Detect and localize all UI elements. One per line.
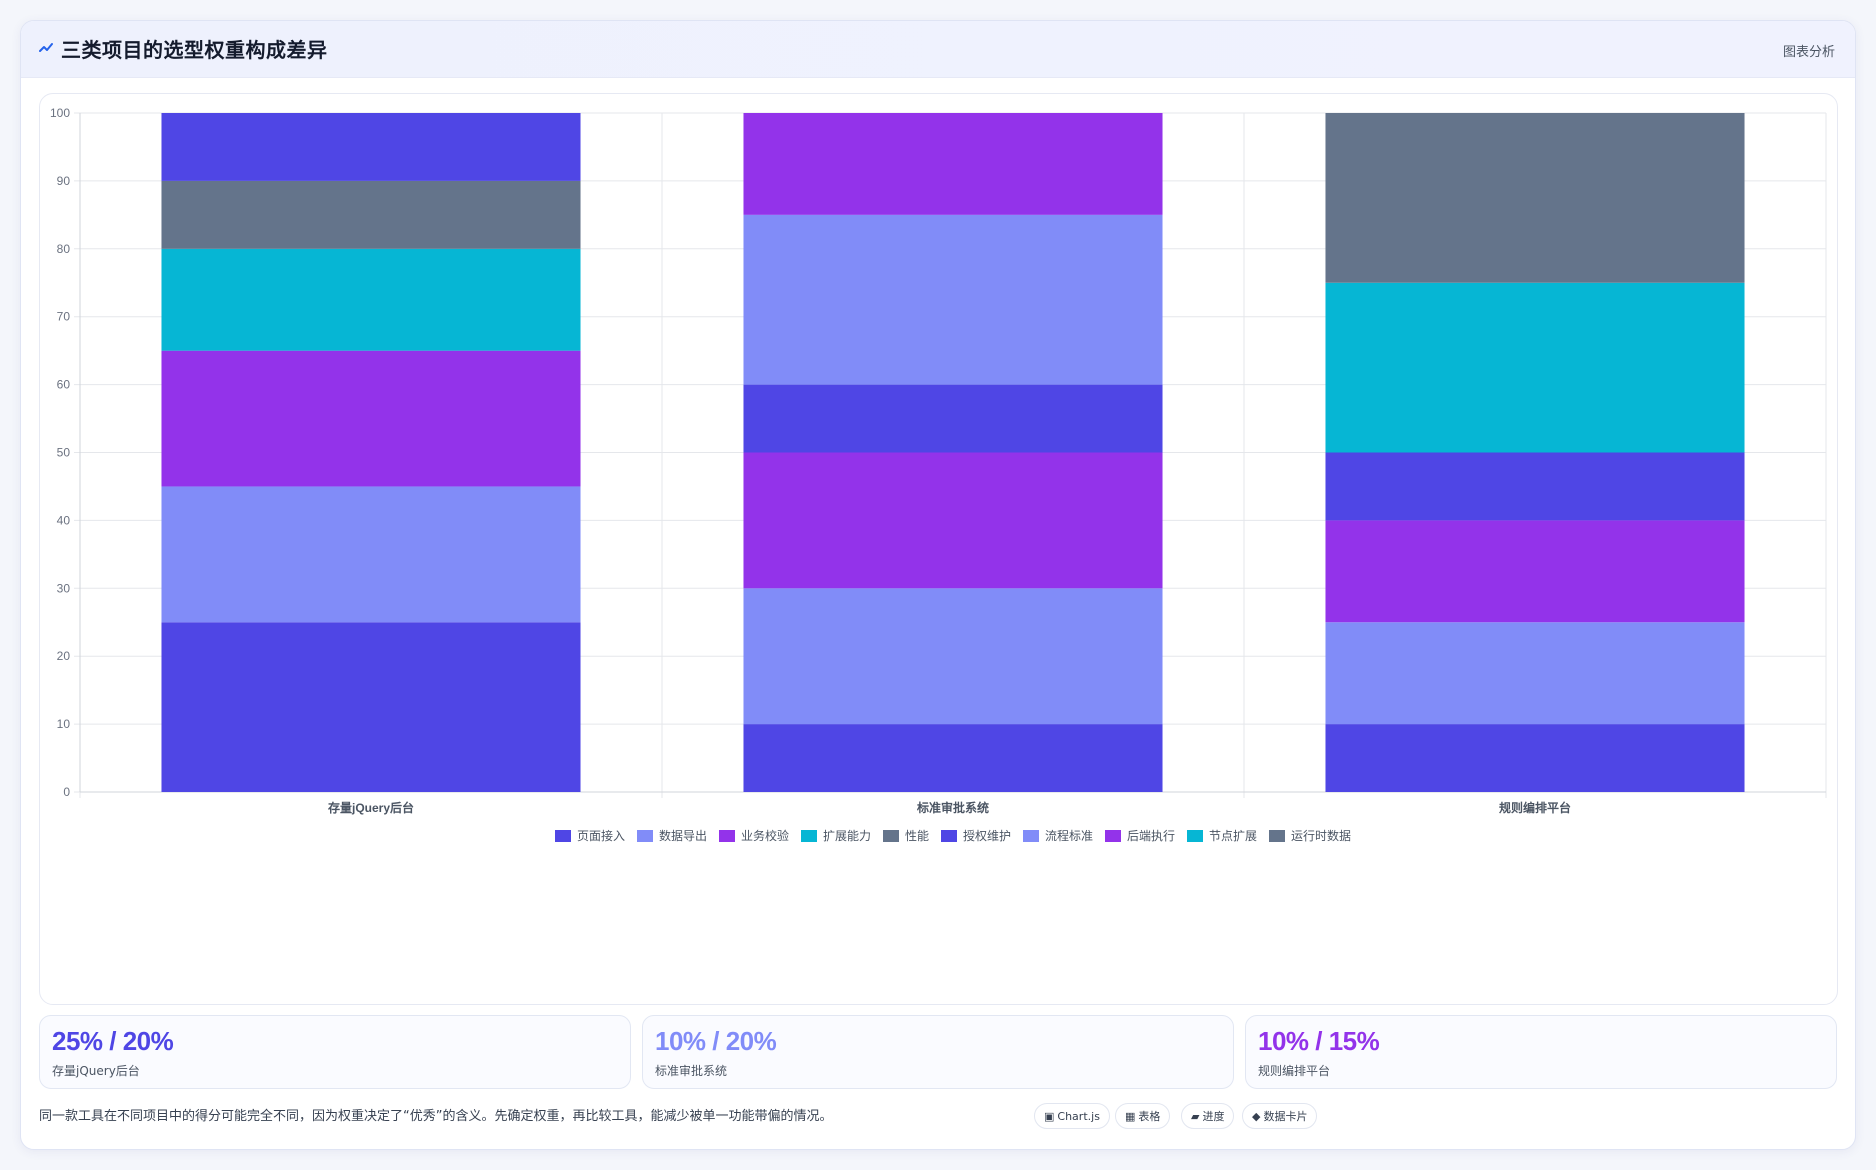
table-icon: ▦ xyxy=(1125,1110,1136,1123)
pill-label: 表格 xyxy=(1138,1110,1161,1123)
legend-label: 扩展能力 xyxy=(823,829,871,843)
chart-panel: 三类项目的选型权重构成差异 图表分析 0 10 20 30 40 50 60 70 80 90 10… xyxy=(20,20,1856,1150)
y-tick-label: 20 xyxy=(57,649,71,663)
bar-segment xyxy=(743,588,1163,725)
bar-segment xyxy=(161,622,581,792)
x-tick-label: 标准审批系统 xyxy=(916,800,989,815)
bar-segment xyxy=(1325,113,1745,283)
legend-label: 数据导出 xyxy=(659,828,707,843)
bar-segment xyxy=(743,113,1163,215)
legend-label: 业务校验 xyxy=(741,828,789,843)
stat-value: 25% / 20% xyxy=(52,1026,174,1056)
stat-value: 10% / 15% xyxy=(1258,1026,1380,1056)
pill-label: 进度 xyxy=(1202,1110,1225,1123)
bar-segment xyxy=(161,180,581,249)
legend-swatch xyxy=(801,830,817,842)
legend-swatch xyxy=(941,830,957,842)
stat-label: 存量jQuery后台 xyxy=(52,1064,140,1078)
bar-segment xyxy=(1325,724,1745,792)
legend-swatch xyxy=(637,830,653,842)
pill-label: Chart.js xyxy=(1057,1110,1100,1123)
bar-segment xyxy=(1325,520,1745,623)
legend-label: 节点扩展 xyxy=(1209,829,1257,843)
legend-label: 运行时数据 xyxy=(1291,828,1351,843)
trend-icon xyxy=(39,43,53,52)
chart-title: 三类项目的选型权重构成差异 xyxy=(61,38,328,62)
y-tick-label: 80 xyxy=(57,242,71,256)
chart-icon: ▣ xyxy=(1044,1110,1055,1123)
bar-segment xyxy=(743,452,1163,589)
y-tick-label: 0 xyxy=(63,785,70,799)
legend-swatch xyxy=(1105,830,1121,842)
bar-segment xyxy=(161,248,581,351)
stacked-bar-chart: 0 10 20 30 40 50 60 70 80 90 100 存量jQuery后台 标准审批系统 规则… xyxy=(50,106,1827,843)
stat-label: 规则编排平台 xyxy=(1258,1064,1331,1078)
bar-segment xyxy=(161,486,581,623)
panel-header: 三类项目的选型权重构成差异 图表分析 xyxy=(21,21,1855,78)
bar-segment xyxy=(161,113,581,181)
legend-swatch xyxy=(883,830,899,842)
legend-label: 后端执行 xyxy=(1127,829,1175,843)
stat-card-approval: 10% / 20% 标准审批系统 xyxy=(642,1015,1234,1089)
pill-data-card[interactable]: ◆ 数据卡片 xyxy=(1242,1103,1318,1129)
legend-swatch xyxy=(1187,830,1203,842)
legend-label: 授权维护 xyxy=(963,828,1011,843)
stat-value: 10% / 20% xyxy=(655,1026,777,1056)
pill-label: 数据卡片 xyxy=(1263,1110,1308,1123)
diamond-icon: ◆ xyxy=(1252,1110,1261,1123)
stat-card-rules: 10% / 15% 规则编排平台 xyxy=(1245,1015,1837,1089)
legend-label: 流程标准 xyxy=(1045,828,1093,843)
footnote: 同一款工具在不同项目中的得分可能完全不同，因为权重决定了“优秀”的含义。先确定权… xyxy=(39,1109,833,1124)
x-tick-label: 存量jQuery后台 xyxy=(327,800,414,815)
chart-card: 0 10 20 30 40 50 60 70 80 90 100 存量jQuery后台 标准审批系统 规则… xyxy=(39,93,1838,1005)
legend-swatch xyxy=(555,830,571,842)
bar-segment xyxy=(161,350,581,487)
legend-label: 页面接入 xyxy=(577,828,625,843)
legend-label: 性能 xyxy=(905,829,929,843)
pill-chartjs[interactable]: ▣ Chart.js xyxy=(1034,1103,1110,1129)
bar-segment xyxy=(1325,282,1745,453)
bar-segment xyxy=(743,384,1163,453)
y-tick-label: 90 xyxy=(57,174,71,188)
bar-segment xyxy=(743,724,1163,792)
y-tick-label: 60 xyxy=(57,378,71,392)
y-tick-label: 50 xyxy=(57,446,71,460)
stat-card-jquery: 25% / 20% 存量jQuery后台 xyxy=(39,1015,631,1089)
bar-segment xyxy=(1325,452,1745,521)
y-tick-label: 70 xyxy=(57,310,71,324)
legend-swatch xyxy=(719,830,735,842)
pill-table[interactable]: ▦ 表格 xyxy=(1115,1103,1171,1129)
legend-swatch xyxy=(1269,830,1285,842)
pill-progress[interactable]: ▰ 进度 xyxy=(1181,1103,1235,1129)
y-tick-label: 40 xyxy=(57,513,71,527)
x-tick-label: 规则编排平台 xyxy=(1499,800,1571,815)
bar-segment xyxy=(1325,622,1745,725)
stat-label: 标准审批系统 xyxy=(655,1064,728,1078)
bar-segment xyxy=(743,214,1163,385)
chart-analysis-tag: 图表分析 xyxy=(1782,45,1835,60)
y-tick-label: 30 xyxy=(57,581,71,595)
y-tick-label: 10 xyxy=(57,717,71,731)
progress-icon: ▰ xyxy=(1191,1110,1200,1123)
legend-swatch xyxy=(1023,830,1039,842)
y-tick-label: 100 xyxy=(50,106,70,120)
